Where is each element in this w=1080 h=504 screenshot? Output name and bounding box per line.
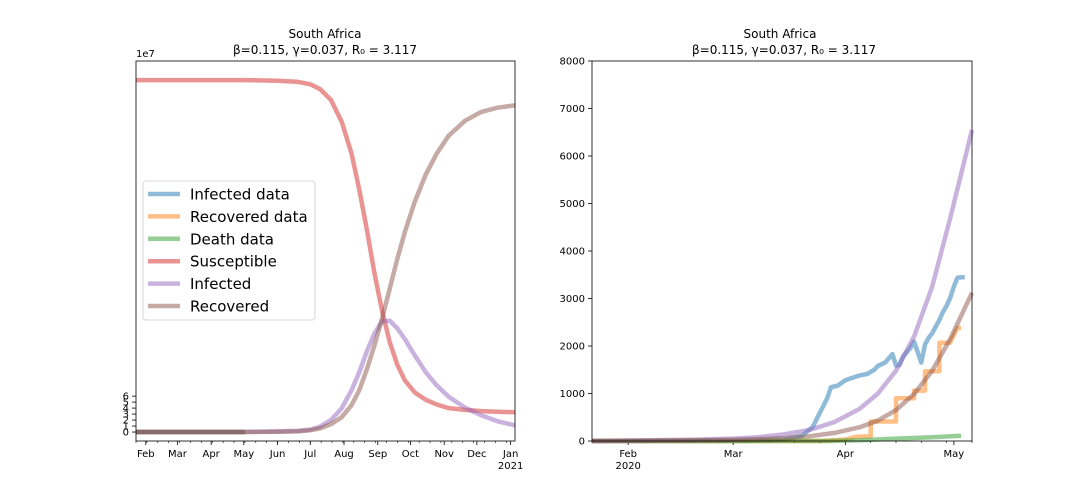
chart-right-frame — [591, 60, 973, 442]
chart-left-x-tick-label: Mar — [168, 449, 188, 460]
chart-left-y-tick-label: 1 — [123, 422, 129, 433]
chart-left-x-tick-label: Apr — [202, 449, 220, 460]
chart-left-series — [136, 77, 516, 435]
chart-left-y-tick-label: 6 — [123, 392, 129, 403]
chart-right-series-infected-data — [592, 274, 965, 444]
chart-left-series-susceptible — [136, 77, 516, 415]
chart-right-title: South Africa — [744, 27, 817, 41]
chart-left-y-tick-label: 3 — [123, 410, 129, 421]
chart-left-x-tick-label: Dec — [467, 449, 486, 460]
chart-right-y-tick-label: 8000 — [560, 57, 585, 68]
legend-label-death-data: Death data — [190, 230, 274, 248]
chart-left-x-tick-label: Nov — [434, 449, 454, 460]
chart-right-x-tick-label-year: 2020 — [615, 461, 640, 472]
chart-right: South Africa β=0.115, γ=0.037, R₀ = 3.11… — [560, 27, 975, 472]
chart-left-x-tick-label: Jun — [269, 449, 286, 460]
chart-left-x-tick-label-year: 2021 — [498, 461, 523, 472]
chart-left-x-tick-label: Oct — [402, 449, 419, 460]
chart-left-series-recovered — [136, 103, 516, 435]
legend-label-infected: Infected — [190, 275, 251, 293]
chart-left: South Africa β=0.115, γ=0.037, R₀ = 3.11… — [123, 27, 524, 472]
chart-right-y-tick-label: 4000 — [560, 247, 585, 258]
chart-left-x-tick-label: Aug — [334, 449, 354, 460]
chart-right-y-tick-label: 0 — [579, 437, 585, 448]
chart-left-y-tick-label: 4 — [123, 404, 129, 415]
legend-box — [142, 180, 316, 321]
chart-right-series-recovered — [591, 291, 975, 444]
chart-left-x-tick-label: Jul — [303, 449, 316, 460]
chart-left-y-tick-label: 5 — [123, 398, 129, 409]
legend-label-recovered: Recovered — [190, 298, 269, 316]
chart-right-y-tick-label: 3000 — [560, 294, 585, 305]
legend-label-susceptible: Susceptible — [190, 253, 277, 271]
chart-left-y-offset-label: 1e7 — [136, 49, 155, 60]
chart-left-ticks: Feb Mar Apr May Jun Jul Aug Sep Oct Nov Dec Jan2021… — [123, 392, 524, 472]
chart-right-x-tick-label: Apr — [837, 449, 855, 460]
legend-label-infected-data: Infected data — [190, 186, 290, 204]
chart-right-y-tick-label: 1000 — [560, 389, 585, 400]
chart-left-x-tick-label: May — [233, 449, 254, 460]
chart-left-x-tick-label: Jan — [502, 449, 518, 460]
chart-right-y-tick-label: 6000 — [560, 152, 585, 163]
chart-left-y-tick-label: 0 — [123, 428, 129, 439]
chart-left-title: South Africa — [289, 27, 362, 41]
chart-right-y-tick-label: 5000 — [560, 199, 585, 210]
chart-right-subtitle: β=0.115, γ=0.037, R₀ = 3.117 — [692, 43, 876, 57]
chart-left-y-tick-label: 2 — [123, 416, 129, 427]
chart-left-subtitle: β=0.115, γ=0.037, R₀ = 3.117 — [233, 43, 417, 57]
chart-left-x-tick-label: Sep — [368, 449, 387, 460]
chart-right-y-tick-label: 7000 — [560, 104, 585, 115]
chart-left-legend: Infected data Recovered data Death data Sus… — [142, 180, 316, 321]
chart-right-x-tick-label: May — [944, 449, 965, 460]
chart-right-x-tick-label: Mar — [724, 449, 744, 460]
chart-right-x-tick-label: Feb — [619, 449, 637, 460]
legend-label-recovered-data: Recovered data — [190, 208, 308, 226]
chart-right-y-tick-label: 2000 — [560, 342, 585, 353]
chart-left-frame — [135, 60, 516, 442]
chart-left-x-tick-label: Feb — [137, 449, 155, 460]
